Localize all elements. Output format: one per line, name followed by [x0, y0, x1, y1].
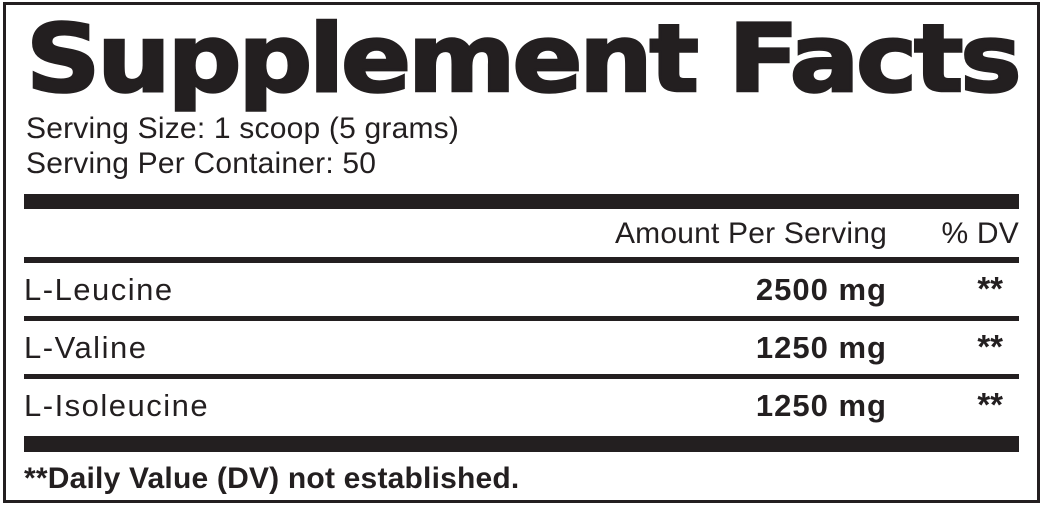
table-header-row: Amount Per Serving % DV [24, 209, 1019, 257]
divider-row-1 [24, 316, 1019, 321]
divider-thick-bottom [24, 436, 1019, 452]
label-title: Supplement Facts [25, 5, 1023, 114]
serving-size-line: Serving Size: 1 scoop (5 grams) [26, 112, 460, 145]
divider-thick-top [24, 194, 1019, 209]
table-row-l-valine: L-Valine 1250 mg ** [24, 321, 1019, 374]
table-row-l-leucine: L-Leucine 2500 mg ** [24, 263, 1019, 316]
ingredient-amount: 2500 mg [755, 272, 887, 307]
column-header-amount-per-serving: Amount Per Serving [614, 217, 887, 250]
ingredient-dv: ** [977, 386, 1003, 423]
divider-under-header [24, 257, 1019, 263]
daily-value-footnote: **Daily Value (DV) not established. [24, 462, 520, 495]
ingredient-dv: ** [977, 270, 1003, 307]
servings-per-container-line: Serving Per Container: 50 [26, 147, 377, 180]
column-header-percent-dv: % DV [941, 217, 1019, 250]
ingredient-amount: 1250 mg [755, 330, 887, 365]
ingredient-amount: 1250 mg [755, 388, 887, 423]
supplement-facts-label: Supplement Facts Serving Size: 1 scoop (… [3, 2, 1040, 503]
ingredient-name: L-Leucine [24, 272, 174, 307]
divider-row-2 [24, 374, 1019, 379]
ingredient-name: L-Valine [24, 330, 148, 365]
ingredient-dv: ** [977, 328, 1003, 365]
table-row-l-isoleucine: L-Isoleucine 1250 mg ** [24, 379, 1019, 432]
ingredient-name: L-Isoleucine [24, 388, 210, 423]
